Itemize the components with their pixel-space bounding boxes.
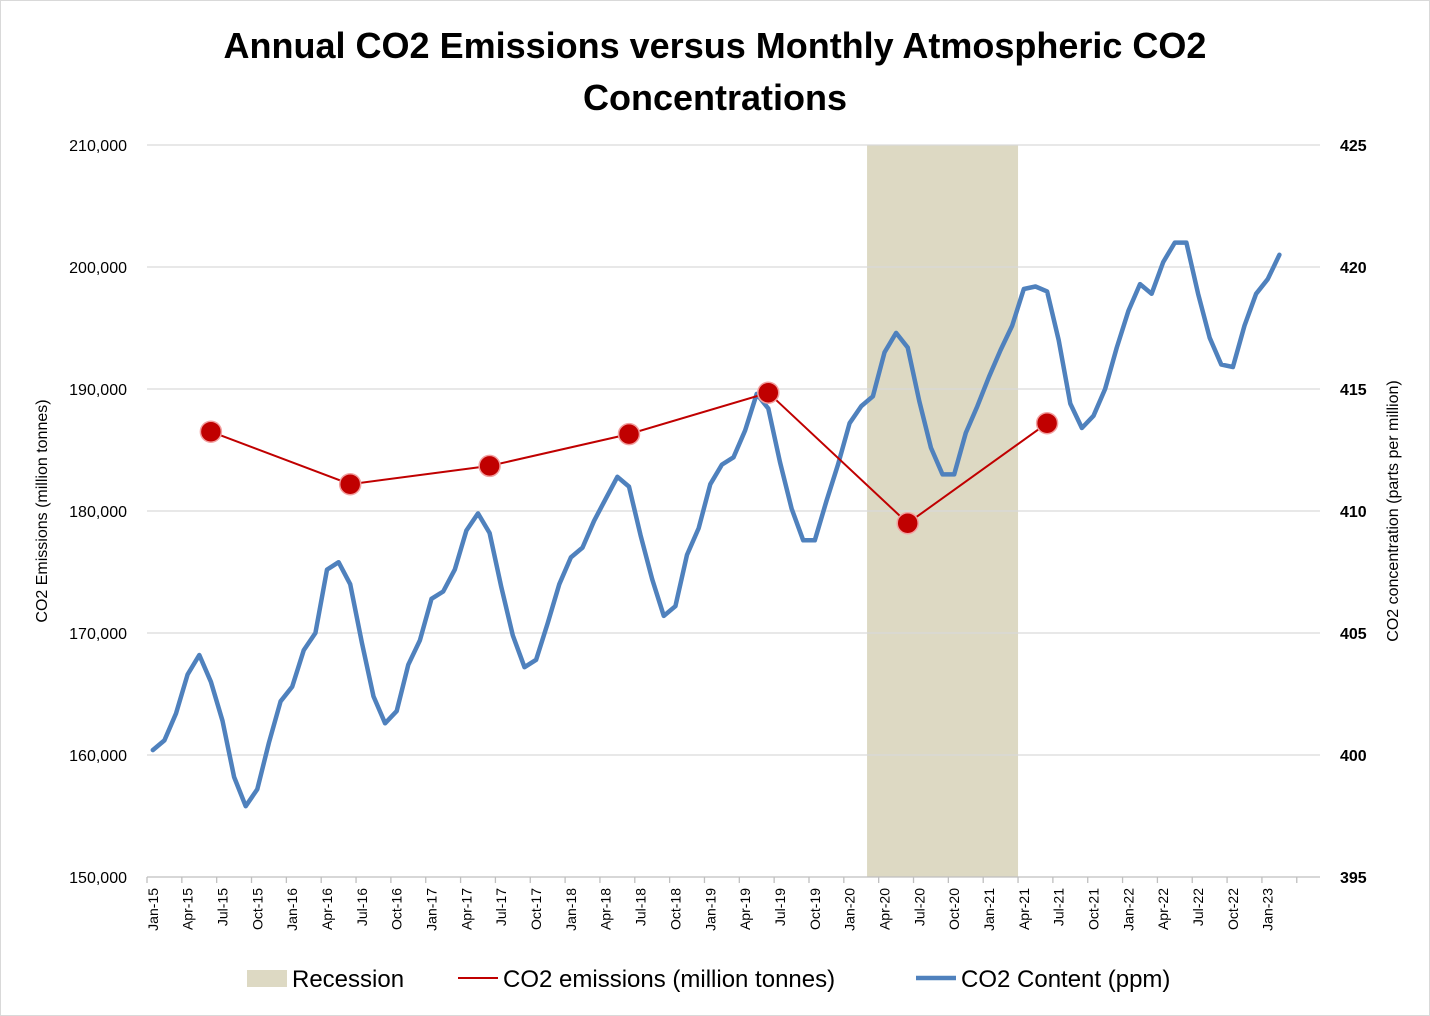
y-right-tick-label: 410 bbox=[1340, 504, 1367, 521]
x-tick-label: Apr-22 bbox=[1155, 888, 1171, 930]
chart-title-line-2: Concentrations bbox=[582, 77, 848, 118]
x-tick-label: Oct-15 bbox=[249, 888, 265, 930]
x-tick-label: Jan-17 bbox=[424, 888, 440, 931]
x-tick-label: Jul-21 bbox=[1051, 888, 1067, 926]
x-tick-label: Apr-18 bbox=[598, 888, 614, 930]
series-layer bbox=[150, 240, 1282, 809]
y-left-axis-title: CO2 Emissions (million tonnes) bbox=[34, 399, 51, 622]
y-left-tick-label: 210,000 bbox=[69, 138, 127, 155]
y-left-tick-label: 170,000 bbox=[69, 626, 127, 643]
left-y-axis: 150,000 160,000 170,000 180,000 190,000 200,0… bbox=[69, 138, 127, 887]
x-tick-label: Jul-22 bbox=[1190, 888, 1206, 926]
y-left-tick-label: 180,000 bbox=[69, 504, 127, 521]
x-tick-label: Apr-20 bbox=[877, 888, 893, 930]
co2-content-line bbox=[150, 240, 1282, 809]
co2-emissions-point bbox=[1035, 411, 1059, 435]
chart-title: Annual CO2 Emissions versus Monthly Atmo… bbox=[0, 20, 1430, 124]
x-tick-label: Jan-21 bbox=[981, 888, 997, 931]
y-left-tick-label: 190,000 bbox=[69, 382, 127, 399]
x-tick-label: Oct-18 bbox=[667, 888, 683, 930]
co2-emissions-point bbox=[199, 420, 223, 443]
y-right-axis-title: CO2 concentration (parts per million) bbox=[1385, 380, 1402, 641]
y-right-tick-label: 405 bbox=[1340, 626, 1367, 643]
x-tick-label: Jan-15 bbox=[145, 888, 161, 931]
gridlines bbox=[147, 144, 1320, 756]
x-tick-label: Jan-23 bbox=[1260, 888, 1276, 931]
x-tick-label: Apr-19 bbox=[737, 888, 753, 930]
legend: Recession CO2 emissions (million tonnes) C… bbox=[247, 966, 1170, 993]
x-tick-label: Jan-16 bbox=[284, 888, 300, 931]
legend-label-ppm: CO2 Content (ppm) bbox=[961, 966, 1170, 993]
y-right-tick-label: 420 bbox=[1340, 260, 1367, 277]
x-tick-label: Apr-15 bbox=[180, 888, 196, 930]
x-tick-label: Jul-15 bbox=[215, 888, 231, 926]
x-tick-label: Oct-19 bbox=[807, 888, 823, 930]
y-right-tick-label: 395 bbox=[1340, 870, 1367, 887]
legend-swatch-recession bbox=[247, 970, 287, 987]
x-tick-label: Apr-21 bbox=[1016, 888, 1032, 930]
x-tick-label: Jan-18 bbox=[563, 888, 579, 931]
x-tick-label: Jul-16 bbox=[354, 888, 370, 926]
x-tick-label: Jul-18 bbox=[633, 888, 649, 926]
x-tick-label: Apr-16 bbox=[319, 888, 335, 930]
x-tick-label: Jul-17 bbox=[493, 888, 509, 926]
y-right-tick-label: 425 bbox=[1340, 138, 1367, 155]
co2-emissions-point bbox=[896, 511, 919, 535]
y-left-tick-label: 150,000 bbox=[69, 870, 127, 887]
x-tick-label: Jul-20 bbox=[911, 888, 927, 926]
x-tick-label: Apr-17 bbox=[458, 888, 474, 930]
co2-emissions-point bbox=[478, 454, 501, 478]
x-tick-label: Oct-20 bbox=[946, 888, 962, 930]
x-tick-label: Jan-20 bbox=[842, 888, 858, 931]
y-right-tick-label: 400 bbox=[1340, 748, 1367, 765]
x-tick-label: Oct-22 bbox=[1225, 888, 1241, 930]
x-tick-label: Oct-16 bbox=[389, 888, 405, 930]
x-tick-label: Jan-19 bbox=[702, 888, 718, 931]
x-tick-label: Oct-17 bbox=[528, 888, 544, 930]
x-tick-label: Oct-21 bbox=[1086, 888, 1102, 930]
co2-emissions-point bbox=[338, 472, 362, 496]
co2-emissions-point bbox=[617, 422, 641, 446]
y-right-tick-label: 415 bbox=[1340, 382, 1367, 399]
legend-label-emissions: CO2 emissions (million tonnes) bbox=[503, 966, 835, 993]
x-tick-label: Jul-19 bbox=[772, 888, 788, 926]
y-left-tick-label: 160,000 bbox=[69, 748, 127, 765]
y-left-tick-label: 200,000 bbox=[69, 260, 127, 277]
co2-emissions-point bbox=[757, 381, 780, 404]
x-axis: Jan-15 Apr-15 Jul-15 Oct-15 Jan-16 Apr-16 Jul-… bbox=[145, 876, 1320, 931]
x-tick-label: Jan-22 bbox=[1120, 888, 1136, 931]
chart-title-line-1: Annual CO2 Emissions versus Monthly Atmo… bbox=[223, 25, 1207, 66]
right-y-axis: 395 400 405 410 415 420 425 bbox=[1340, 138, 1367, 887]
legend-label-recession: Recession bbox=[292, 966, 404, 993]
